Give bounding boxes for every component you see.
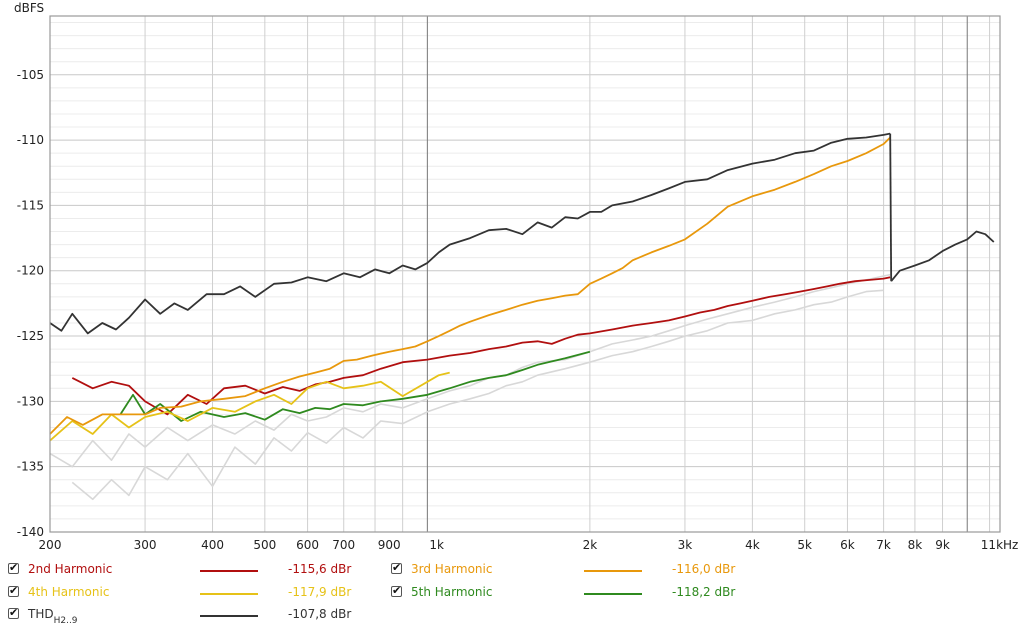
series-line-thd-tail (890, 230, 995, 282)
series-line-thd (49, 132, 891, 335)
x-tick-label: 500 (253, 538, 276, 552)
y-tick-label: -115 (17, 198, 44, 212)
y-tick-label: -110 (17, 133, 44, 147)
legend-swatch-3rd-harmonic (584, 570, 642, 572)
x-tick-label: 11kHz (981, 538, 1019, 552)
x-tick-label: 3k (678, 538, 693, 552)
checkbox-3rd-harmonic[interactable] (391, 561, 402, 575)
x-tick-label: 4k (745, 538, 760, 552)
legend-label-3rd-harmonic: 3rd Harmonic (411, 562, 493, 576)
series-line-4th-harmonic (49, 371, 450, 442)
legend-item-3rd-harmonic[interactable]: 3rd Harmonic -116,0 dBr (391, 560, 771, 580)
y-tick-label: -130 (17, 394, 44, 408)
legend-item-4th-harmonic[interactable]: 4th Harmonic -117,9 dBr (8, 583, 388, 603)
legend-swatch-2nd-harmonic (200, 570, 258, 572)
y-tick-label: -125 (17, 329, 44, 343)
legend-label-5th-harmonic: 5th Harmonic (411, 585, 493, 599)
x-tick-label: 400 (201, 538, 224, 552)
x-tick-label: 8k (908, 538, 923, 552)
plot-background (50, 16, 1000, 532)
legend-label-4th-harmonic: 4th Harmonic (28, 585, 110, 599)
x-tick-label: 300 (134, 538, 157, 552)
x-tick-label: 5k (797, 538, 812, 552)
series-line-noise-1 (49, 273, 891, 468)
x-tick-label: 1k (429, 538, 444, 552)
legend-swatch-5th-harmonic (584, 593, 642, 595)
x-tick-label: 600 (296, 538, 319, 552)
x-tick-label: 2k (583, 538, 598, 552)
x-tick-label: 700 (332, 538, 355, 552)
legend-label-thd-sub: H2..9 (53, 616, 78, 626)
grid (49, 16, 1000, 533)
y-tick-label: -135 (17, 460, 44, 474)
x-tick-label: 9k (935, 538, 950, 552)
legend-label-thd-main: THD (28, 607, 54, 621)
legend-value-thd: -107,8 dBr (288, 607, 352, 621)
x-tick-label: 900 (378, 538, 401, 552)
checkbox-2nd-harmonic[interactable] (8, 561, 19, 575)
legend-item-5th-harmonic[interactable]: 5th Harmonic -118,2 dBr (391, 583, 771, 603)
plot-frame (49, 15, 1001, 533)
x-tick-label: 7k (876, 538, 891, 552)
legend-label-2nd-harmonic: 2nd Harmonic (28, 562, 113, 576)
y-tick-label: -140 (17, 525, 44, 539)
y-tick-label: -105 (17, 68, 44, 82)
x-tick-label: 200 (39, 538, 62, 552)
series-line-2nd-harmonic (71, 276, 891, 416)
legend-swatch-4th-harmonic (200, 593, 258, 595)
series-line-noise-2 (71, 289, 884, 501)
checkbox-5th-harmonic[interactable] (391, 584, 402, 598)
legend-item-thd[interactable]: THDH2..9 -107,8 dBr (8, 605, 388, 626)
series-line-3rd-harmonic (49, 136, 891, 435)
series-line-thd-drop (889, 133, 893, 282)
legend-value-4th-harmonic: -117,9 dBr (288, 585, 352, 599)
legend-value-5th-harmonic: -118,2 dBr (672, 585, 736, 599)
legend-value-2nd-harmonic: -115,6 dBr (288, 562, 352, 576)
checkbox-4th-harmonic[interactable] (8, 584, 19, 598)
legend-swatch-thd (200, 615, 258, 617)
legend: 2nd Harmonic -115,6 dBr 3rd Harmonic -11… (0, 558, 1024, 630)
y-tick-label: -120 (17, 264, 44, 278)
series-group (49, 132, 995, 501)
legend-item-2nd-harmonic[interactable]: 2nd Harmonic -115,6 dBr (8, 560, 388, 580)
legend-label-thd: THDH2..9 (28, 607, 78, 626)
checkbox-thd[interactable] (8, 606, 19, 620)
x-tick-label: 6k (840, 538, 855, 552)
y-axis-label: dBFS (14, 1, 44, 15)
legend-value-3rd-harmonic: -116,0 dBr (672, 562, 736, 576)
